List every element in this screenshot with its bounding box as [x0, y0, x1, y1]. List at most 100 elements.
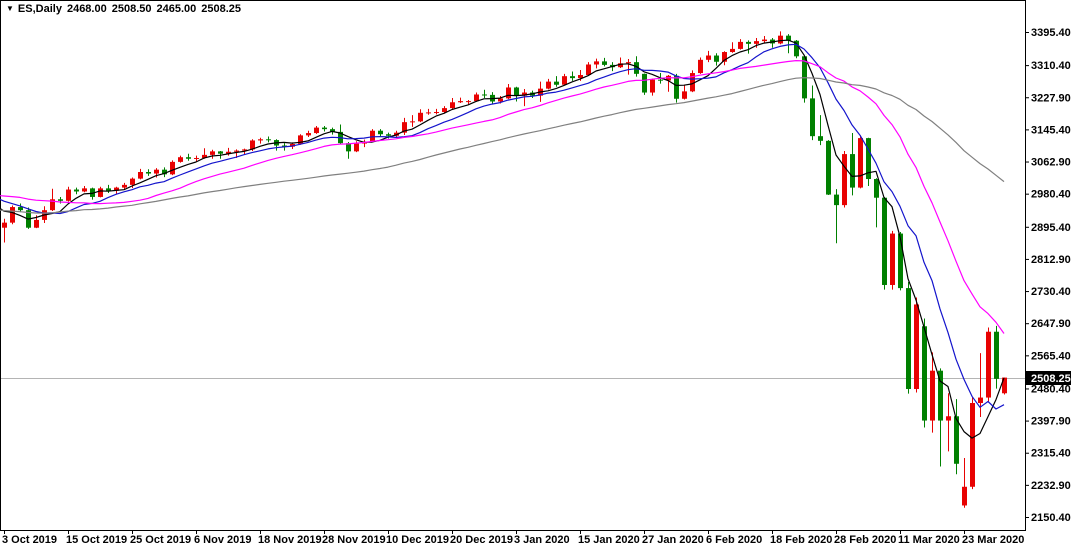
candle-body — [730, 48, 735, 53]
price-axis-label: 2480.40 — [1031, 383, 1071, 395]
candle-body — [154, 169, 159, 174]
candle-body — [162, 169, 167, 175]
date-axis-label: 11 Mar 2020 — [898, 534, 960, 546]
candle-body — [882, 197, 887, 285]
candle-body — [938, 370, 943, 421]
candle-body — [906, 288, 911, 389]
candle-body — [114, 187, 119, 191]
price-axis-label: 2812.90 — [1031, 254, 1071, 266]
ohlc-low-value: 2465.00 — [156, 3, 197, 15]
chart-header: ▼ ES,Daily 2468.00 2508.50 2465.00 2508.25 — [6, 3, 246, 15]
candle-body — [474, 94, 479, 102]
candle-body — [138, 172, 143, 179]
date-axis-label: 6 Feb 2020 — [706, 534, 762, 546]
candle-body — [874, 179, 879, 198]
candle-body — [794, 40, 799, 57]
ohlc-close-value: 2508.25 — [201, 3, 242, 15]
current-price-box — [1026, 371, 1071, 385]
candle-body — [786, 35, 791, 41]
candle-body — [930, 370, 935, 421]
price-axis-label: 2980.40 — [1031, 189, 1071, 201]
candle-body — [962, 486, 967, 506]
candle-body — [226, 151, 231, 154]
candle-body — [890, 233, 895, 285]
candle-body — [10, 207, 15, 223]
candle-body — [602, 61, 607, 65]
candle-body — [418, 112, 423, 122]
date-axis-label: 25 Oct 2019 — [130, 534, 191, 546]
candle-body — [346, 143, 351, 152]
candle-body — [850, 154, 855, 188]
candle-body — [690, 73, 695, 92]
price-axis-label: 2315.40 — [1031, 448, 1071, 460]
date-axis-label: 28 Nov 2019 — [322, 534, 386, 546]
candle-body — [914, 304, 919, 389]
candle-body — [898, 233, 903, 289]
candle-body — [66, 189, 71, 201]
candle-body — [354, 143, 359, 152]
price-axis-label: 2647.90 — [1031, 318, 1071, 330]
candle-body — [450, 102, 455, 109]
date-axis-label: 28 Feb 2020 — [834, 534, 896, 546]
candle-body — [922, 326, 927, 421]
candle-body — [498, 98, 503, 102]
candle-body — [122, 184, 127, 188]
candle-body — [946, 416, 951, 421]
candle-body — [314, 127, 319, 134]
price-axis-label: 3310.40 — [1031, 60, 1071, 72]
candle-body — [522, 92, 527, 96]
candle-body — [986, 331, 991, 398]
candle-body — [738, 41, 743, 49]
candle-body — [282, 145, 287, 147]
candle-body — [466, 101, 471, 103]
candle-body — [50, 199, 55, 211]
date-axis-label: 10 Dec 2019 — [386, 534, 449, 546]
candle-body — [410, 121, 415, 123]
candle-body — [18, 207, 23, 211]
plot-frame — [0, 0, 1026, 531]
candle-body — [178, 157, 183, 162]
candle-body — [658, 79, 663, 81]
candle-body — [826, 140, 831, 195]
candle-body — [634, 62, 639, 74]
candle-body — [482, 94, 487, 96]
candle-body — [714, 55, 719, 62]
candle-body — [762, 39, 767, 42]
date-axis-label: 3 Jan 2020 — [514, 534, 570, 546]
candle-body — [698, 59, 703, 74]
candle-body — [170, 161, 175, 175]
candle-body — [554, 81, 559, 85]
candle-body — [266, 139, 271, 141]
date-axis-label: 6 Nov 2019 — [194, 534, 251, 546]
candle-body — [1002, 377, 1007, 394]
candle-body — [818, 136, 823, 141]
candle-body — [210, 151, 215, 155]
current-price-label: 2508.25 — [1031, 373, 1071, 385]
candle-body — [322, 127, 327, 130]
candle-body — [242, 149, 247, 151]
price-axis-label: 2397.90 — [1031, 416, 1071, 428]
candle-body — [202, 154, 207, 158]
price-axis-label: 2150.40 — [1031, 512, 1071, 524]
price-axis-label: 2565.40 — [1031, 350, 1071, 362]
candle-body — [434, 112, 439, 114]
candle-body — [754, 41, 759, 44]
candle-body — [706, 55, 711, 60]
candle-body — [682, 91, 687, 99]
candle-body — [74, 189, 79, 192]
symbol-timeframe-label: ES,Daily — [17, 3, 62, 15]
candle-body — [306, 133, 311, 136]
candle-body — [378, 130, 383, 135]
candle-body — [994, 331, 999, 379]
candle-body — [330, 129, 335, 132]
candle-body — [746, 41, 751, 44]
candle-body — [402, 122, 407, 133]
candle-body — [642, 73, 647, 93]
date-axis-label: 27 Jan 2020 — [642, 534, 704, 546]
candle-body — [570, 76, 575, 79]
symbol-dropdown-icon[interactable]: ▼ — [6, 4, 14, 13]
ma-slowest-gray — [0, 77, 1005, 214]
candle-body — [578, 75, 583, 79]
